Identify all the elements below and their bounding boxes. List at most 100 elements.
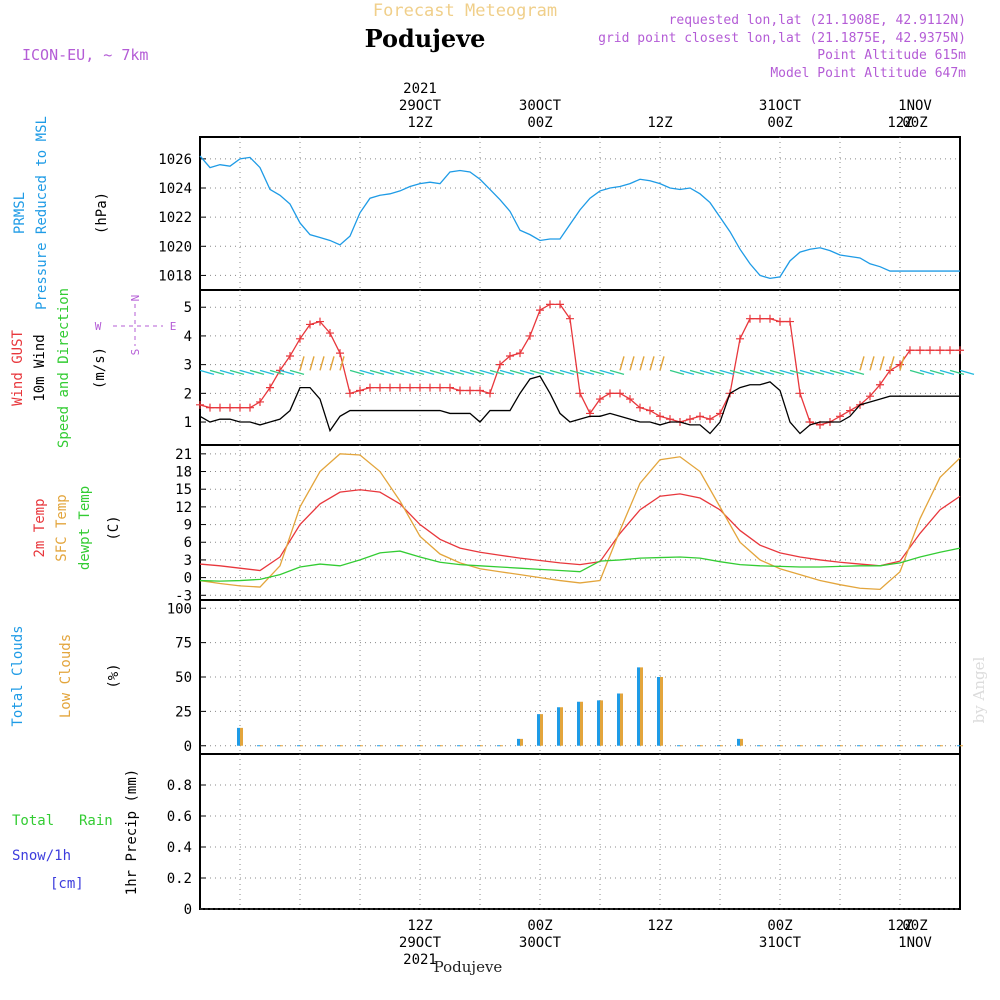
gust-point [846, 406, 854, 415]
temp-frame [199, 444, 961, 601]
clouds-bar-total [657, 677, 660, 746]
wind-arrow [679, 369, 695, 376]
wind-arrow [509, 369, 525, 376]
bottom-time-label: 1NOV [898, 935, 932, 951]
compass-w: W [95, 320, 102, 333]
gust-point [306, 320, 314, 329]
gust-point [286, 352, 294, 361]
wind-arrow [729, 369, 745, 376]
gust-point [366, 383, 374, 392]
gust-point [536, 306, 544, 315]
panels: 1018102010221024102612345-30369121518210… [158, 136, 975, 918]
gust-point [526, 331, 534, 340]
location-title: Podujeve [365, 24, 486, 53]
wind-label-2: 10m Wind [32, 334, 48, 401]
temp-ytick-label: 15 [175, 482, 192, 498]
gust-point [376, 383, 384, 392]
precip-frame [199, 753, 961, 910]
clouds-bar-total [617, 693, 620, 746]
wind-arrow [449, 369, 465, 376]
temp-series-sfc-temp [199, 453, 961, 591]
gust-point [926, 346, 934, 355]
wind-arrow [419, 369, 435, 376]
wind-arrow [579, 369, 595, 376]
bottom-time-label: 30OCT [519, 935, 562, 951]
wind-arrow [949, 369, 965, 376]
gust-point [896, 360, 904, 369]
wind-arrow [559, 369, 575, 376]
clouds-bar-low [560, 707, 563, 746]
gust-point [686, 415, 694, 424]
gust-point [356, 386, 364, 395]
gust-point [596, 395, 604, 404]
credit: by Angel [970, 656, 988, 723]
wind-arrow [779, 369, 795, 376]
precip-ytick-label: 0.2 [167, 871, 192, 887]
pressure-series-prmsl [199, 155, 960, 280]
wind-arrow [369, 369, 385, 376]
top-time-label: 12Z [407, 115, 432, 131]
clouds-bar-total [637, 667, 640, 746]
bottom-time-label: 00Z [902, 918, 927, 934]
temp-series-2m-temp [199, 489, 961, 572]
top-time-label: 31OCT [759, 98, 802, 114]
wind-arrow [309, 356, 315, 371]
compass-s: S [129, 349, 142, 356]
wind-arrow [519, 369, 535, 376]
gust-point [626, 395, 634, 404]
gust-point [756, 314, 764, 323]
wind-arrow [389, 369, 405, 376]
wind-arrow [709, 369, 725, 376]
gust-point [576, 389, 584, 398]
wind-ytick-label: 4 [184, 329, 192, 345]
wind-arrow [879, 356, 885, 371]
top-time-label: 30OCT [519, 98, 562, 114]
clouds-bar-low [640, 667, 643, 746]
gust-point [776, 317, 784, 326]
wind-arrow [359, 369, 375, 376]
gust-point [906, 346, 914, 355]
precip-ytick-label: 0.4 [167, 840, 192, 856]
clouds-ytick-label: 0 [184, 739, 192, 755]
temp-unit: (C) [106, 515, 122, 540]
gust-point [316, 317, 324, 326]
gust-point [866, 392, 874, 401]
wind-arrow [319, 356, 325, 371]
wind-arrow [639, 356, 645, 371]
wind-arrow [379, 369, 395, 376]
wind-arrow [269, 369, 285, 376]
pressure-ytick-label: 1020 [158, 239, 192, 255]
top-time-label: 00Z [902, 115, 927, 131]
wind-arrow [209, 369, 225, 376]
wind-arrow [749, 369, 765, 376]
bottom-time-label: 31OCT [759, 935, 802, 951]
gust-point [796, 389, 804, 398]
gust-point [956, 346, 964, 355]
wind-arrow [959, 369, 975, 376]
wind-arrow [279, 369, 295, 376]
bottom-time-label: 12Z [647, 918, 672, 934]
gust-point [296, 334, 304, 343]
pressure-ytick-label: 1024 [158, 181, 192, 197]
gust-point [736, 334, 744, 343]
wind-arrow [939, 369, 955, 376]
wind-arrow [889, 356, 895, 371]
clouds-bar-total [237, 727, 240, 746]
wind-arrow [899, 356, 905, 371]
wind-arrow [869, 356, 875, 371]
gust-point [486, 389, 494, 398]
clouds-bar-total [577, 701, 580, 746]
clouds-bar-low [580, 701, 583, 746]
bottom-time-label: 2021 [403, 952, 437, 968]
top-time-label: 29OCT [399, 98, 442, 114]
clouds-bar-low [540, 714, 543, 746]
temp-ytick-label: 21 [175, 447, 192, 463]
gust-point [336, 349, 344, 358]
wind-arrow [909, 369, 925, 376]
gust-point [766, 314, 774, 323]
wind-arrow [619, 356, 625, 371]
wind-arrow [259, 369, 275, 376]
gust-point [656, 412, 664, 421]
wind-arrow [299, 356, 305, 371]
